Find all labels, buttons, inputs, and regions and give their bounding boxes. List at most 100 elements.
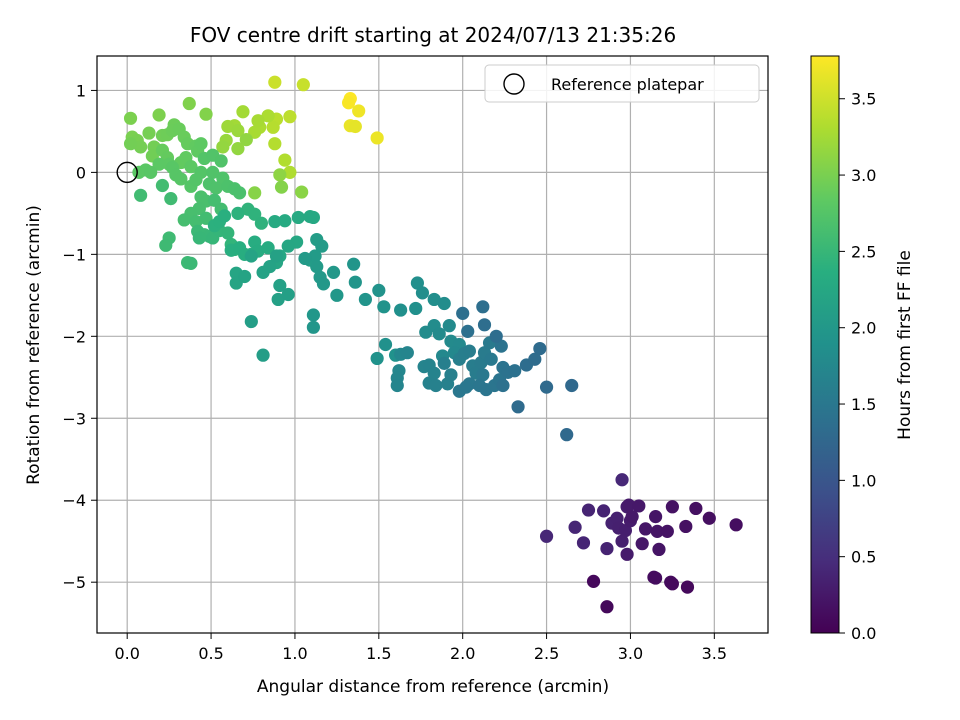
data-point [231, 123, 245, 138]
colorbar-tick-label: 2.5 [851, 242, 876, 261]
x-tick-label: 2.5 [534, 644, 559, 663]
data-point [400, 346, 414, 360]
data-point [494, 339, 508, 353]
x-tick-label: 2.0 [450, 644, 475, 663]
data-point [261, 241, 275, 255]
data-point [123, 111, 138, 125]
data-point [539, 529, 554, 543]
data-point [278, 214, 292, 228]
x-tick-label: 1.0 [282, 644, 307, 663]
data-point [581, 503, 596, 517]
data-point [199, 107, 213, 121]
data-point [182, 96, 196, 111]
data-point [295, 185, 309, 199]
reference-marker-group [116, 161, 138, 184]
data-point [652, 542, 666, 557]
data-point [729, 518, 743, 532]
data-point [358, 292, 372, 307]
data-point [231, 206, 245, 220]
data-point [296, 78, 310, 92]
data-point [618, 523, 633, 538]
data-point [207, 193, 222, 207]
colorbar-tick-label: 2.0 [851, 319, 876, 338]
data-point [263, 260, 277, 274]
y-tick-label: −3 [62, 409, 86, 428]
data-point [283, 165, 297, 179]
data-point [462, 344, 477, 358]
data-point [281, 287, 295, 302]
data-point [427, 366, 441, 380]
data-point [476, 368, 490, 382]
data-point [409, 301, 423, 316]
data-point [152, 108, 166, 122]
data-point [410, 276, 425, 290]
data-point [632, 499, 646, 513]
data-point [306, 210, 320, 225]
data-point [565, 378, 579, 393]
data-point [511, 400, 525, 414]
data-point [533, 341, 547, 356]
data-point [427, 292, 441, 307]
data-point [206, 165, 220, 179]
data-point [390, 378, 404, 393]
data-point [437, 296, 451, 311]
data-point [660, 524, 674, 538]
data-point [271, 292, 285, 307]
data-point [615, 534, 629, 548]
data-point [159, 238, 173, 252]
data-point [342, 96, 356, 110]
data-point [283, 110, 297, 124]
data-point [256, 348, 270, 362]
y-axis-label: Rotation from reference (arcmin) [24, 205, 44, 485]
data-point [528, 352, 542, 366]
data-point [217, 209, 232, 223]
data-point [586, 574, 601, 588]
data-point [123, 137, 138, 151]
data-point [134, 188, 148, 202]
data-point [348, 275, 362, 289]
data-point [496, 378, 510, 393]
data-point [600, 541, 614, 556]
data-point [680, 580, 695, 594]
data-point [184, 256, 198, 270]
data-point [394, 303, 408, 317]
colorbar-tick-label: 1.5 [851, 395, 876, 414]
data-point [539, 380, 554, 394]
data-point [489, 329, 503, 343]
data-point [378, 337, 393, 352]
data-point [239, 132, 253, 147]
data-point [649, 510, 663, 524]
data-point [232, 186, 247, 200]
data-point [268, 214, 282, 229]
x-tick-label: 0.0 [114, 644, 139, 663]
plot-frame [96, 55, 769, 634]
data-point [615, 473, 629, 487]
legend-label: Reference platepar [551, 75, 704, 94]
data-point [610, 511, 624, 525]
data-point [508, 364, 522, 378]
x-axis: 0.0 0.5 1.0 1.5 2.0 2.5 3.0 3.5 [114, 633, 727, 663]
data-point [244, 249, 258, 263]
data-point [568, 520, 582, 534]
data-point [437, 356, 451, 370]
colorbar-ticks: 0.0 0.5 1.0 1.5 2.0 2.5 3.0 3.5 [839, 90, 876, 643]
data-point [278, 153, 292, 167]
data-point [214, 154, 228, 168]
legend: Reference platepar [484, 64, 760, 103]
data-point [477, 318, 492, 332]
data-point [650, 524, 664, 538]
data-point [221, 119, 235, 134]
data-point [152, 157, 166, 171]
data-point [625, 510, 639, 524]
data-point [476, 300, 490, 314]
colorbar: 0.0 0.5 1.0 1.5 2.0 2.5 3.0 3.5 Hours from firs… [810, 55, 915, 643]
data-point [459, 380, 473, 394]
y-tick-label: −4 [62, 491, 86, 510]
data-point [348, 119, 362, 134]
data-point [266, 120, 280, 134]
data-point [236, 105, 250, 119]
data-point [221, 226, 235, 240]
data-point [291, 210, 305, 225]
colorbar-tick-label: 3.0 [851, 166, 876, 185]
data-point [620, 547, 634, 561]
